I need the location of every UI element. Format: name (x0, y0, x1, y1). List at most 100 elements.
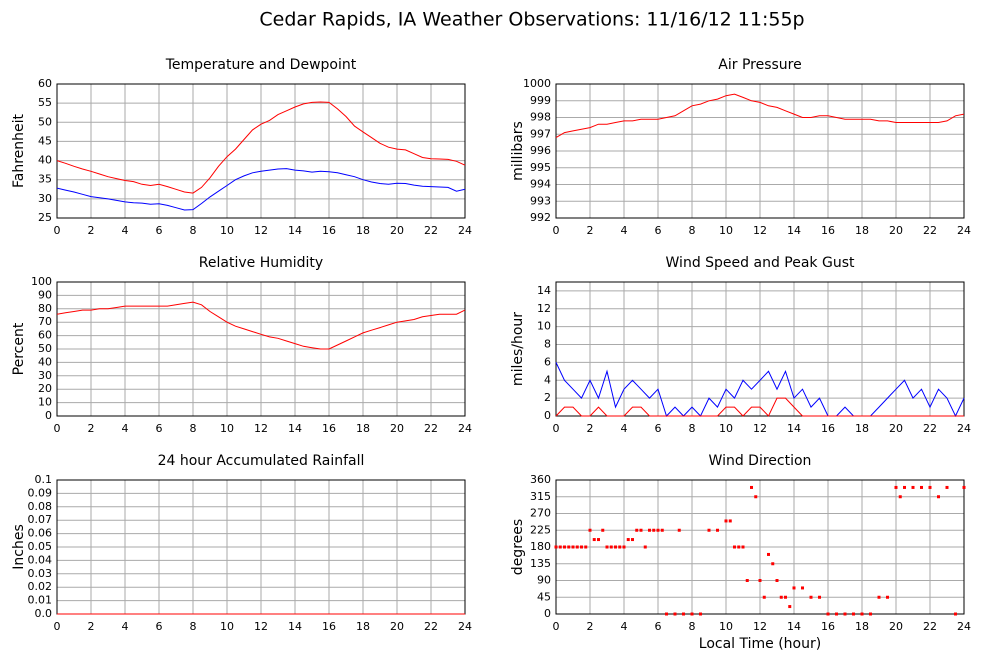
data-point (584, 545, 588, 549)
y-tick-label: 45 (38, 134, 52, 147)
data-point (741, 545, 745, 549)
x-tick-label: 0 (54, 224, 61, 237)
y-tick-label: 0 (544, 409, 551, 422)
data-point (665, 612, 668, 616)
y-tick-label: 270 (530, 507, 551, 520)
y-tick-label: 2 (544, 391, 551, 404)
x-tick-label: 2 (587, 224, 594, 237)
y-tick-label: 315 (530, 490, 551, 503)
data-point (894, 485, 898, 489)
y-tick-label: 998 (530, 111, 551, 124)
x-tick-label: 24 (458, 422, 472, 435)
x-tick-label: 12 (254, 422, 268, 435)
data-point (826, 612, 830, 616)
y-tick-label: 80 (38, 302, 52, 315)
x-tick-label: 16 (821, 620, 835, 633)
y-tick-label: 30 (38, 369, 52, 382)
y-axis-label: Inches (11, 524, 27, 569)
y-tick-label: 993 (530, 194, 551, 207)
y-tick-label: 6 (544, 355, 551, 368)
data-point (567, 545, 571, 549)
y-tick-label: 135 (530, 557, 551, 570)
x-tick-label: 8 (689, 224, 696, 237)
data-point (580, 545, 583, 549)
x-tick-label: 14 (787, 422, 801, 435)
y-tick-label: 70 (38, 315, 52, 328)
x-tick-label: 2 (587, 620, 594, 633)
y-tick-label: 90 (537, 574, 551, 587)
x-tick-label: 22 (424, 620, 438, 633)
data-line (56, 168, 466, 211)
x-tick-label: 18 (855, 422, 869, 435)
data-point (575, 545, 579, 549)
x-tick-label: 8 (689, 620, 696, 633)
data-line (555, 397, 964, 417)
x-tick-label: 2 (88, 620, 95, 633)
x-tick-label: 0 (553, 224, 560, 237)
x-tick-label: 12 (753, 224, 767, 237)
y-tick-label: 100 (31, 275, 52, 288)
main-title: Cedar Rapids, IA Weather Observations: 1… (259, 9, 804, 31)
y-tick-label: 0.07 (28, 513, 53, 526)
x-tick-label: 12 (254, 224, 268, 237)
data-point (788, 605, 792, 609)
x-tick-label: 12 (753, 620, 767, 633)
data-point (639, 528, 643, 532)
y-tick-label: 10 (537, 320, 551, 333)
data-point (762, 595, 766, 599)
data-point (592, 538, 596, 542)
plot-frame (56, 281, 466, 417)
x-tick-label: 0 (553, 620, 560, 633)
x-tick-label: 22 (424, 224, 438, 237)
data-point (601, 528, 605, 532)
x-tick-label: 16 (821, 224, 835, 237)
chart-title: 24 hour Accumulated Rainfall (158, 453, 365, 469)
x-tick-label: 6 (156, 224, 163, 237)
plot-frame (555, 83, 965, 219)
data-point (635, 528, 639, 532)
x-tick-label: 6 (156, 422, 163, 435)
x-tick-label: 8 (689, 422, 696, 435)
x-tick-label: 4 (621, 224, 628, 237)
data-point (911, 485, 915, 489)
x-tick-label: 20 (889, 224, 903, 237)
data-point (673, 612, 677, 616)
y-tick-label: 992 (530, 211, 551, 224)
y-axis-label: degrees (510, 519, 526, 575)
x-tick-label: 14 (787, 224, 801, 237)
y-tick-label: 0.1 (35, 473, 53, 486)
data-point (656, 528, 660, 532)
x-tick-label: 10 (719, 224, 733, 237)
data-point (724, 519, 728, 523)
x-tick-label: 8 (190, 224, 197, 237)
data-point (618, 545, 622, 549)
y-tick-label: 999 (530, 94, 551, 107)
x-tick-label: 16 (322, 224, 336, 237)
data-point (652, 528, 656, 532)
data-point (733, 545, 736, 549)
data-point (707, 528, 711, 532)
x-tick-label: 10 (220, 620, 234, 633)
data-point (779, 595, 783, 599)
x-tick-label: 18 (855, 620, 869, 633)
y-tick-label: 180 (530, 540, 551, 553)
data-point (571, 545, 575, 549)
data-line (555, 93, 965, 139)
x-tick-label: 0 (553, 422, 560, 435)
data-point (563, 545, 566, 549)
x-tick-label: 6 (655, 224, 662, 237)
y-tick-label: 225 (530, 523, 551, 536)
chart-title: Temperature and Dewpoint (165, 57, 357, 73)
x-tick-label: 6 (156, 620, 163, 633)
x-tick-label: 16 (322, 620, 336, 633)
data-point (962, 485, 966, 489)
x-tick-label: 22 (923, 224, 937, 237)
data-point (928, 485, 932, 489)
x-tick-label: 2 (88, 422, 95, 435)
y-tick-label: 4 (544, 373, 551, 386)
x-tick-label: 6 (655, 422, 662, 435)
data-point (737, 545, 741, 549)
data-point (954, 612, 957, 616)
data-line (56, 301, 466, 350)
data-point (631, 538, 634, 542)
